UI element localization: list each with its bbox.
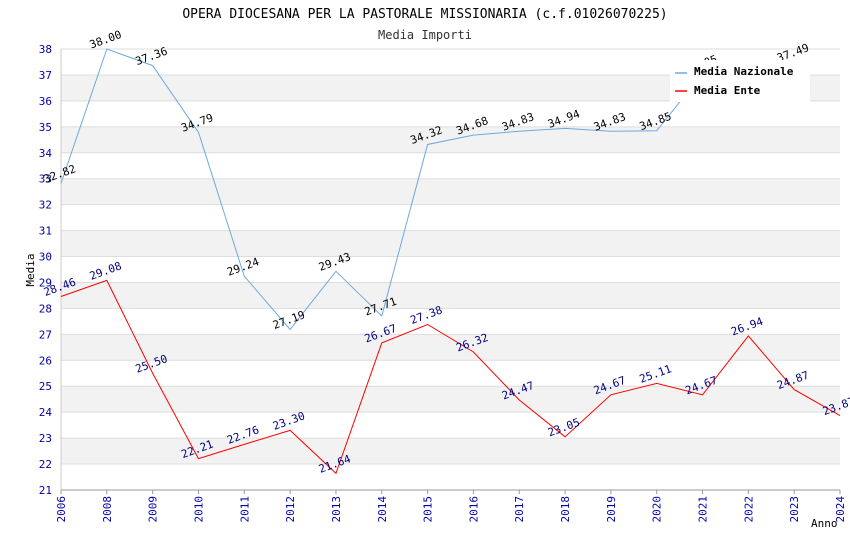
plot-background-bands [61,74,840,465]
x-tick-label: 2016 [467,496,480,523]
y-tick-label: 27 [39,328,52,341]
x-tick-label: 2022 [742,496,755,523]
y-tick-label: 28 [39,302,52,315]
x-tick-label: 2020 [651,496,664,523]
grid-lines [60,48,841,494]
y-tick-label: 36 [39,95,52,108]
x-tick-label: 2019 [605,496,618,523]
x-tick-labels: 2006 2008 2009 2010 2011 2012 2013 2014 2015 2016… [55,496,847,523]
series-line-media-ente [60,279,841,475]
y-tick-label: 22 [39,458,52,471]
x-tick-label: 2023 [788,496,801,523]
x-tick-label: 2013 [330,496,343,523]
y-tick-label: 37 [39,69,52,82]
x-tick-label: 2008 [101,496,114,523]
data-label-media-ente: 25.11 [638,362,674,386]
legend-box [670,60,810,102]
legend-entry-media-ente: Media Ente [694,84,761,97]
data-label-media-nazionale: 29.24 [225,255,261,279]
legend: Media Nazionale Media Ente [670,60,810,102]
y-tick-label: 33 [39,173,52,186]
plot-band [61,282,840,309]
data-label-media-nazionale: 38.00 [88,28,124,52]
series-lines [60,49,841,475]
x-tick-label: 2009 [147,496,160,523]
y-tick-labels: 21 22 23 24 25 26 27 28 29 30 31 32 33 34 35 36 37 38 [39,43,53,497]
y-tick-label: 31 [39,225,52,238]
chart-title: OPERA DIOCESANA PER LA PASTORALE MISSION… [182,7,667,22]
legend-entry-media-nazionale: Media Nazionale [694,65,794,78]
plot-band [61,126,840,153]
chart-subtitle: Media Importi [378,28,472,42]
y-tick-label: 25 [39,380,52,393]
data-label-media-ente: 29.08 [88,259,124,283]
x-tick-label: 2006 [55,496,68,523]
y-axis-label: Media [24,253,37,286]
x-tick-label: 2024 [834,496,847,523]
x-tick-label: 2014 [376,496,389,523]
plot-band [61,386,840,413]
y-tick-label: 35 [39,121,52,134]
plot-band [61,230,840,257]
y-tick-label: 21 [39,484,52,497]
x-axis-label: Anno [811,517,838,530]
x-tick-label: 2010 [192,496,205,523]
y-tick-label: 38 [39,43,52,56]
data-label-media-nazionale: 37.36 [134,45,170,69]
plot-band [61,438,840,465]
y-tick-label: 23 [39,432,52,445]
x-tick-label: 2015 [422,496,435,523]
x-tick-label: 2021 [697,496,710,523]
x-tick-label: 2017 [513,496,526,523]
y-tick-label: 34 [39,147,53,160]
x-tick-label: 2012 [284,496,297,523]
y-tick-label: 30 [39,251,52,264]
x-tick-label: 2018 [559,496,572,523]
plot-band [61,178,840,205]
y-tick-label: 32 [39,199,52,212]
y-tick-label: 29 [39,276,52,289]
y-tick-label: 24 [39,406,53,419]
y-tick-label: 26 [39,354,52,367]
data-label-media-ente: 23.30 [271,409,307,433]
x-tick-label: 2011 [238,496,251,523]
